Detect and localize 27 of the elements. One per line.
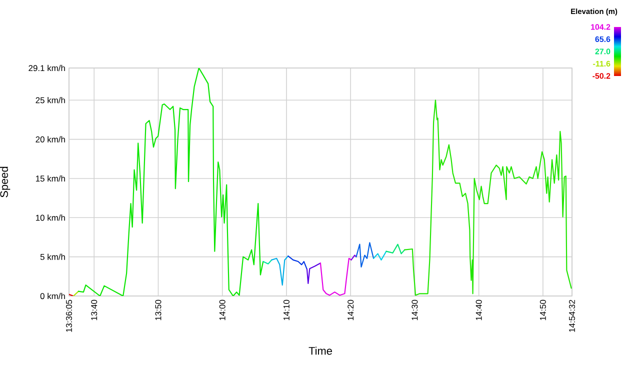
x-tick-label: 13:36:05 (66, 300, 72, 332)
y-tick-label: 10 km/h (36, 214, 65, 221)
y-tick-label: 25 km/h (36, 97, 65, 104)
x-tick-label: 14:20 (348, 300, 354, 320)
x-tick-label: 14:40 (476, 300, 482, 320)
x-tick-label: 14:54:32 (569, 300, 576, 332)
line-series (288, 255, 308, 270)
line-series (306, 262, 322, 284)
line-series (78, 68, 264, 296)
x-tick-label: 14:10 (283, 300, 290, 320)
y-tick-label: 5 km/h (40, 254, 65, 260)
y-tick-label: 0 km/h (40, 292, 65, 300)
y-tick-label: 15 km/h (36, 175, 65, 182)
x-tick-label: 14:00 (219, 300, 226, 320)
line-series (320, 258, 352, 296)
y-axis-title: Speed (0, 166, 10, 198)
line-series (386, 244, 406, 254)
x-tick-label: 14:30 (412, 300, 418, 320)
line-series (271, 255, 289, 286)
line-series (372, 250, 387, 261)
x-tick-label: 14:50 (540, 300, 546, 320)
x-axis-title: Time (308, 346, 332, 355)
y-tick-label: 29.1 km/h (28, 64, 65, 72)
x-tick-label: 13:50 (155, 300, 162, 320)
line-series (356, 242, 374, 268)
y-tick-label: 20 km/h (36, 136, 65, 142)
x-tick-label: 13:40 (91, 300, 98, 320)
